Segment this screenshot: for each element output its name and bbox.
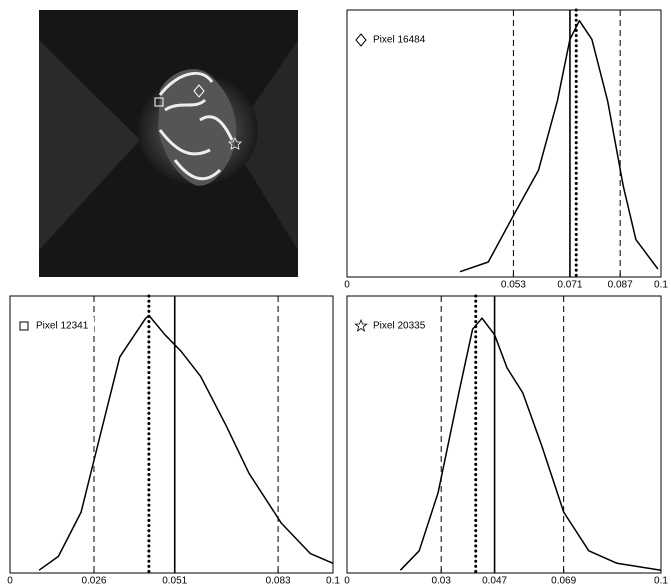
x-tick-label: 0 <box>344 576 350 585</box>
x-tick-label: 0.083 <box>266 576 291 585</box>
x-tick-label: 0.069 <box>551 576 576 585</box>
x-tick-label: 0 <box>7 576 13 585</box>
plot-frame <box>347 10 661 277</box>
x-tick-label: 0.1 <box>654 280 668 291</box>
x-tick-label: 0.1 <box>654 576 668 585</box>
plot-frame <box>10 296 333 573</box>
x-tick-label: 0 <box>344 280 350 291</box>
x-tick-label: 0.03 <box>431 576 451 585</box>
x-tick-label: 0.053 <box>501 280 526 291</box>
figure: 0 0.053 0.071 0.087 0.1 Pixel 16484 0 0.026 0.05… <box>0 0 671 585</box>
x-tick-label: 0.026 <box>81 576 106 585</box>
legend-label: Pixel 20335 <box>373 321 426 332</box>
x-tick-label: 0.051 <box>162 576 187 585</box>
ct-image <box>39 10 298 277</box>
density-curve <box>39 315 333 570</box>
x-tick-label: 0.071 <box>557 280 582 291</box>
x-tick-label: 0.1 <box>326 576 340 585</box>
x-tick-label: 0.047 <box>482 576 507 585</box>
legend-label: Pixel 12341 <box>36 321 89 332</box>
density-curve <box>460 21 658 272</box>
x-tick-label: 0.087 <box>608 280 633 291</box>
legend-label: Pixel 16484 <box>373 35 426 46</box>
density-curve <box>400 318 661 570</box>
plot-frame <box>347 296 661 573</box>
